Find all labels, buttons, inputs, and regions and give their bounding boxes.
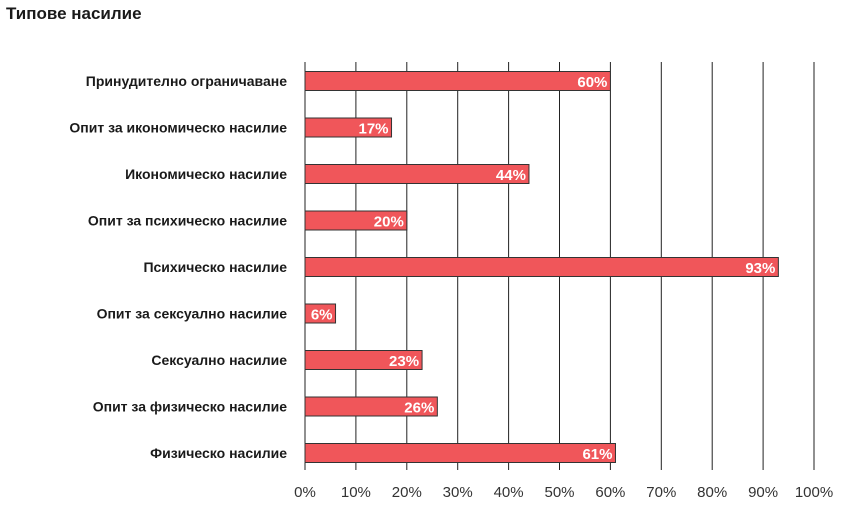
data-label: 93%	[745, 260, 775, 277]
category-label: Опит за физическо насилие	[93, 399, 287, 415]
data-label: 26%	[404, 400, 434, 417]
chart-title: Типове насилие	[6, 4, 142, 23]
bar	[304, 210, 408, 231]
x-tick-label: 80%	[697, 484, 727, 501]
category-label: Опит за сексуално насилие	[97, 306, 288, 322]
bar	[304, 443, 616, 463]
category-label: Физическо насилие	[150, 445, 287, 461]
bar	[304, 396, 438, 417]
category-label: Опит за психическо насилие	[88, 213, 287, 229]
x-tick-label: 70%	[646, 484, 676, 501]
bar	[304, 350, 423, 370]
category-label: Опит за икономическо насилие	[69, 120, 287, 136]
x-tick-label: 50%	[544, 484, 574, 501]
bar	[304, 117, 393, 138]
bar	[304, 257, 779, 277]
category-label: Принудително ограничаване	[86, 73, 287, 89]
x-tick-label: 100%	[795, 484, 833, 501]
data-label: 23%	[389, 353, 419, 370]
x-tick-label: 10%	[341, 484, 371, 501]
x-tick-label: 40%	[494, 484, 524, 501]
category-label: Психическо насилие	[143, 259, 287, 275]
x-tick-label: 60%	[595, 484, 625, 501]
data-label: 60%	[577, 74, 607, 91]
data-label: 61%	[582, 446, 612, 463]
x-tick-label: 20%	[392, 484, 422, 501]
data-label: 44%	[496, 167, 526, 184]
bar	[304, 164, 530, 184]
data-label: 17%	[358, 121, 388, 138]
category-label: Сексуално насилие	[151, 352, 287, 368]
category-label: Икономическо насилие	[125, 166, 287, 182]
data-label: 6%	[311, 307, 333, 324]
x-tick-label: 90%	[748, 484, 778, 501]
x-tick-label: 30%	[443, 484, 473, 501]
data-label: 20%	[374, 214, 404, 231]
x-tick-label: 0%	[294, 484, 316, 501]
bar	[304, 71, 611, 91]
bar	[304, 303, 337, 324]
